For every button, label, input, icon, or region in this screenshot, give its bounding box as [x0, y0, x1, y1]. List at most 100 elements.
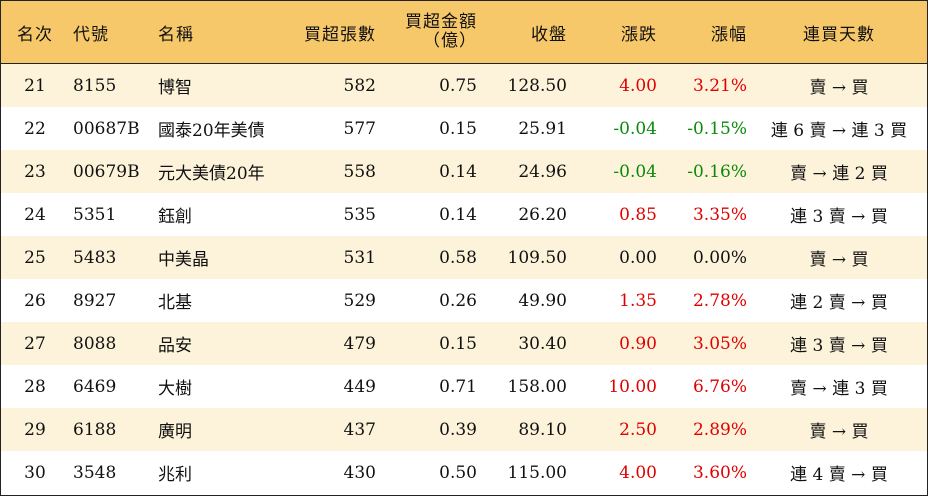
table-row: 26 8927 北基 529 0.26 49.90 1.35 2.78% 連 2 賣 → 買 [1, 279, 927, 322]
rank-cell: 21 [24, 75, 46, 96]
rank-cell: 24 [24, 204, 46, 225]
rank-cell: 29 [24, 419, 46, 440]
change-pct-cell: 3.05% [692, 333, 747, 354]
table-row: 21 8155 博智 582 0.75 128.50 4.00 3.21% 賣 → 買 [1, 64, 927, 107]
code-cell: 6188 [73, 419, 117, 440]
consecutive-cell: 連 3 賣 → 買 [790, 207, 888, 227]
change-cell: 10.00 [608, 376, 657, 397]
table-header-row: 名次 代號 名稱 買超張數 買超金額 （億） 收盤 漲跌 漲幅 連買天數 [1, 1, 927, 64]
net-buy-amount-cell: 0.75 [439, 75, 477, 96]
close-cell: 24.96 [518, 161, 567, 182]
change-pct-cell: 2.78% [692, 290, 747, 311]
net-buy-amount-cell: 0.15 [439, 333, 477, 354]
change-pct-cell: 2.89% [692, 419, 747, 440]
change-cell: -0.04 [613, 118, 657, 139]
rank-cell: 25 [24, 247, 46, 268]
change-pct-cell: -0.16% [687, 161, 747, 182]
net-buy-lots-cell: 529 [343, 290, 376, 311]
header-net-buy-lots: 買超張數 [304, 24, 376, 45]
consecutive-cell: 賣 → 連 2 買 [790, 164, 888, 184]
name-cell: 博智 [158, 78, 192, 98]
close-cell: 128.50 [507, 75, 567, 96]
consecutive-cell: 賣 → 連 3 買 [790, 379, 888, 399]
consecutive-cell: 賣 → 買 [809, 422, 869, 442]
code-cell: 00679B [73, 161, 140, 182]
code-cell: 8927 [73, 290, 117, 311]
change-cell: -0.04 [613, 161, 657, 182]
rank-cell: 30 [24, 462, 46, 483]
name-cell: 鈺創 [158, 207, 192, 227]
change-cell: 0.90 [619, 333, 657, 354]
net-buy-amount-cell: 0.50 [439, 462, 477, 483]
close-cell: 30.40 [518, 333, 567, 354]
name-cell: 大樹 [158, 379, 192, 399]
rank-cell: 27 [24, 333, 46, 354]
net-buy-amount-cell: 0.58 [439, 247, 477, 268]
header-change: 漲跌 [621, 24, 657, 45]
table-row: 23 00679B 元大美債20年 558 0.14 24.96 -0.04 -0.16% 賣 … [1, 150, 927, 193]
close-cell: 89.10 [518, 419, 567, 440]
net-buy-amount-cell: 0.26 [439, 290, 477, 311]
net-buy-lots-cell: 437 [343, 419, 376, 440]
code-cell: 5483 [73, 247, 117, 268]
code-cell: 8155 [73, 75, 117, 96]
table-row: 30 3548 兆利 430 0.50 115.00 4.00 3.60% 連 4 賣 → 買 [1, 451, 927, 494]
table-row: 28 6469 大樹 449 0.71 158.00 10.00 6.76% 賣 → 連 3 買 [1, 365, 927, 408]
name-cell: 北基 [158, 293, 192, 313]
net-buy-lots-cell: 582 [343, 75, 376, 96]
consecutive-cell: 連 2 賣 → 買 [790, 293, 888, 313]
code-cell: 5351 [73, 204, 117, 225]
table-row: 25 5483 中美晶 531 0.58 109.50 0.00 0.00% 賣 → 買 [1, 236, 927, 279]
net-buy-lots-cell: 577 [343, 118, 376, 139]
net-buy-amount-cell: 0.39 [439, 419, 477, 440]
change-cell: 0.00 [619, 247, 657, 268]
header-code: 代號 [73, 24, 109, 45]
close-cell: 158.00 [507, 376, 567, 397]
close-cell: 25.91 [518, 118, 567, 139]
name-cell: 兆利 [158, 465, 192, 485]
header-close: 收盤 [531, 24, 567, 45]
change-pct-cell: -0.15% [687, 118, 747, 139]
change-pct-cell: 3.60% [692, 462, 747, 483]
header-net-buy-amount-line1: 買超金額 [405, 12, 477, 32]
net-buy-lots-cell: 479 [343, 333, 376, 354]
net-buy-lots-cell: 430 [343, 462, 376, 483]
net-buy-lots-cell: 531 [343, 247, 376, 268]
code-cell: 6469 [73, 376, 117, 397]
table-row: 27 8088 品安 479 0.15 30.40 0.90 3.05% 連 3 賣 → 買 [1, 322, 927, 365]
change-cell: 4.00 [619, 75, 657, 96]
name-cell: 元大美債20年 [158, 164, 265, 184]
name-cell: 廣明 [158, 422, 192, 442]
close-cell: 115.00 [507, 462, 567, 483]
change-pct-cell: 3.21% [692, 75, 747, 96]
name-cell: 國泰20年美債 [158, 121, 265, 141]
rank-cell: 28 [24, 376, 46, 397]
change-cell: 4.00 [619, 462, 657, 483]
net-buy-lots-cell: 535 [343, 204, 376, 225]
name-cell: 品安 [158, 336, 192, 356]
header-rank: 名次 [17, 24, 53, 45]
code-cell: 00687B [73, 118, 140, 139]
change-cell: 0.85 [619, 204, 657, 225]
change-pct-cell: 6.76% [692, 376, 747, 397]
header-name: 名稱 [158, 24, 194, 45]
rank-cell: 23 [24, 161, 46, 182]
close-cell: 49.90 [518, 290, 567, 311]
header-change-pct: 漲幅 [711, 24, 747, 45]
table-row: 22 00687B 國泰20年美債 577 0.15 25.91 -0.04 -0.15% 連 … [1, 107, 927, 150]
net-buy-lots-cell: 558 [343, 161, 376, 182]
net-buy-amount-cell: 0.71 [439, 376, 477, 397]
consecutive-cell: 連 4 賣 → 買 [790, 465, 888, 485]
consecutive-cell: 連 3 賣 → 買 [790, 336, 888, 356]
header-net-buy-amount-line2: （億） [423, 31, 477, 51]
header-consecutive: 連買天數 [803, 24, 875, 45]
rank-cell: 26 [24, 290, 46, 311]
name-cell: 中美晶 [158, 250, 209, 270]
net-buy-lots-cell: 449 [343, 376, 376, 397]
change-cell: 2.50 [619, 419, 657, 440]
header-net-buy-amount: 買超金額 （億） [381, 1, 477, 63]
net-buy-amount-cell: 0.14 [439, 161, 477, 182]
consecutive-cell: 賣 → 買 [809, 250, 869, 270]
consecutive-cell: 賣 → 買 [809, 78, 869, 98]
